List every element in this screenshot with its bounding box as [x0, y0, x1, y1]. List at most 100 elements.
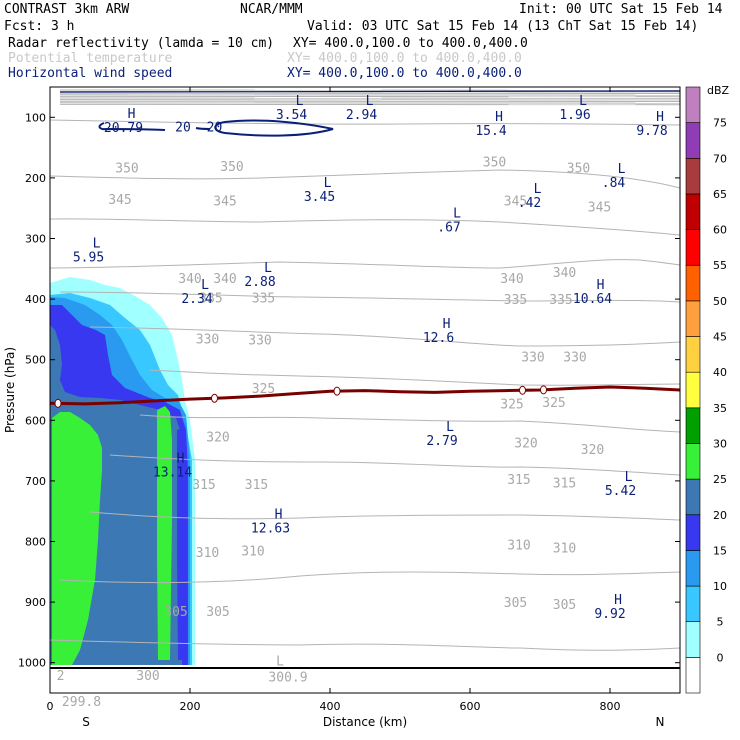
theta-contour-label: 340 [213, 272, 236, 287]
colorbar-swatch [685, 657, 701, 694]
field-xy-reflectivity: XY= 400.0,100.0 to 400.0,400.0 [293, 36, 528, 51]
theta-contour-label: 335 [549, 293, 572, 308]
theta-contour-label: 335 [199, 291, 222, 306]
colorbar-level-label: 75 [713, 117, 727, 130]
colorbar-level-label: 45 [713, 331, 727, 344]
wind-extremum-value: 2.34 [181, 292, 212, 307]
wind-contour-labels: 20 20 [175, 120, 222, 135]
melting-level-line [49, 385, 681, 406]
wind-extremum-marker: L [366, 94, 374, 109]
wind-extremum-marker: H [597, 278, 605, 293]
theta-contour-label: 325 [500, 397, 523, 412]
reflectivity-shading [50, 277, 195, 665]
wind-extremum-value: 20.79 [104, 121, 143, 136]
melting-level-marker [519, 385, 526, 395]
theta-contour-label: 345 [504, 194, 527, 209]
colorbar-swatch [685, 86, 701, 123]
wind-extremum-marker: H [443, 317, 451, 332]
wind-contour-label: 20 [207, 120, 223, 135]
wind-upper-contour [59, 90, 681, 93]
wind-extremum-marker: L [446, 420, 454, 435]
theta-contour-label: 350 [220, 160, 243, 175]
wind-extremum-marker: L [625, 470, 633, 485]
reflectivity-20dbz-right-band [177, 428, 186, 660]
theta-contour-label: 320 [581, 443, 604, 458]
theta-contour-label: 340 [553, 266, 576, 281]
x-tick-label: 400 [320, 700, 341, 713]
plot-area: 350 350 350 350 345 345 345 345 340 340 340 340 335 3… [49, 86, 681, 710]
wind-extremum-marker: H [128, 107, 136, 122]
wind-extremum-value: 2.94 [346, 108, 377, 123]
theta-330-contour [89, 326, 681, 347]
x-tick-label: 600 [460, 700, 481, 713]
theta-contour-label: 310 [196, 546, 219, 561]
colorbar-swatch [685, 336, 701, 373]
x-tick-label: 800 [600, 700, 621, 713]
theta-contour-label: 335 [252, 291, 275, 306]
theta-contours [49, 119, 681, 651]
x-axis-left-end-label: S [82, 715, 90, 729]
y-tick-label: 200 [25, 172, 46, 185]
theta-contour-label: 320 [206, 431, 229, 446]
theta-contour-label: 300 [136, 669, 159, 684]
theta-extremum-marker: L [276, 655, 284, 670]
institution-label: NCAR/MMM [240, 2, 303, 17]
theta-contour-label: 2 [57, 669, 65, 684]
wind-extremum-marker: L [618, 162, 626, 177]
colorbar-swatch [685, 443, 701, 480]
theta-contour-label: 315 [553, 477, 576, 492]
wind-contour-label: 20 [175, 120, 191, 135]
melting-level-marker [333, 386, 341, 396]
theta-contour-label: 350 [483, 156, 506, 171]
wind-extremum-marker: H [177, 452, 185, 467]
y-tick-label: 600 [25, 414, 46, 427]
x-axis-title: Distance (km) [323, 715, 407, 729]
theta-contour-label: 350 [115, 162, 138, 177]
header: CONTRAST 3km ARW NCAR/MMM Init: 00 UTC S… [4, 2, 723, 81]
wind-extremum-value: .42 [518, 196, 541, 211]
wind-extremum-marker: L [296, 94, 304, 109]
wind-extremum-marker: L [264, 261, 272, 276]
field-name-reflectivity: Radar reflectivity (lamda = 10 cm) [8, 36, 274, 51]
wind-extremum-value: 15.4 [475, 124, 506, 139]
theta-contour-label: 305 [206, 605, 229, 620]
theta-310-contour [89, 511, 681, 521]
theta-contour-label: 340 [178, 272, 201, 287]
theta-contour-label: 340 [500, 272, 523, 287]
wind-contours [98, 119, 334, 137]
wind-extremum-value: .67 [437, 220, 460, 235]
wind-extremum-marker: L [93, 237, 101, 252]
melting-level-markers [54, 385, 547, 408]
field-name-wind: Horizontal wind speed [8, 66, 172, 81]
theta-350-contour [49, 169, 681, 189]
colorbar-swatch [685, 621, 701, 658]
colorbar-swatch [685, 407, 701, 444]
wind-extremum-marker: H [614, 593, 622, 608]
melting-level [49, 385, 681, 408]
theta-contour-label: 330 [521, 351, 544, 366]
colorbar-swatch [685, 193, 701, 230]
wind-20-contour-right [214, 119, 334, 137]
theta-340-contour [49, 259, 681, 269]
wind-extremum-value: 10.64 [573, 292, 612, 307]
colorbar-swatch [685, 122, 701, 159]
theta-315-contour [109, 454, 681, 476]
wind-extremum-marker: L [453, 206, 461, 221]
wind-extremum-value: 12.6 [423, 331, 454, 346]
wind-extremum-marker: H [656, 110, 664, 125]
wind-extremum-value: 13.14 [153, 466, 192, 481]
y-tick-label: 1000 [18, 657, 46, 670]
colorbar-unit: dBZ [707, 84, 730, 97]
theta-345-contour [49, 218, 681, 236]
field-xy-theta: XY= 400.0,100.0 to 400.0,400.0 [287, 51, 522, 66]
y-tick-label: 900 [25, 596, 46, 609]
wind-extremum-value: 12.63 [251, 521, 290, 536]
theta-contour-label: 345 [588, 200, 611, 215]
forecast-hour: Fcst: 3 h [4, 19, 74, 34]
theta-contour-label: 325 [252, 382, 275, 397]
theta-contour-label: 330 [196, 332, 219, 347]
colorbar-level-label: 20 [713, 509, 727, 522]
wind-extremum-marker: L [201, 278, 209, 293]
